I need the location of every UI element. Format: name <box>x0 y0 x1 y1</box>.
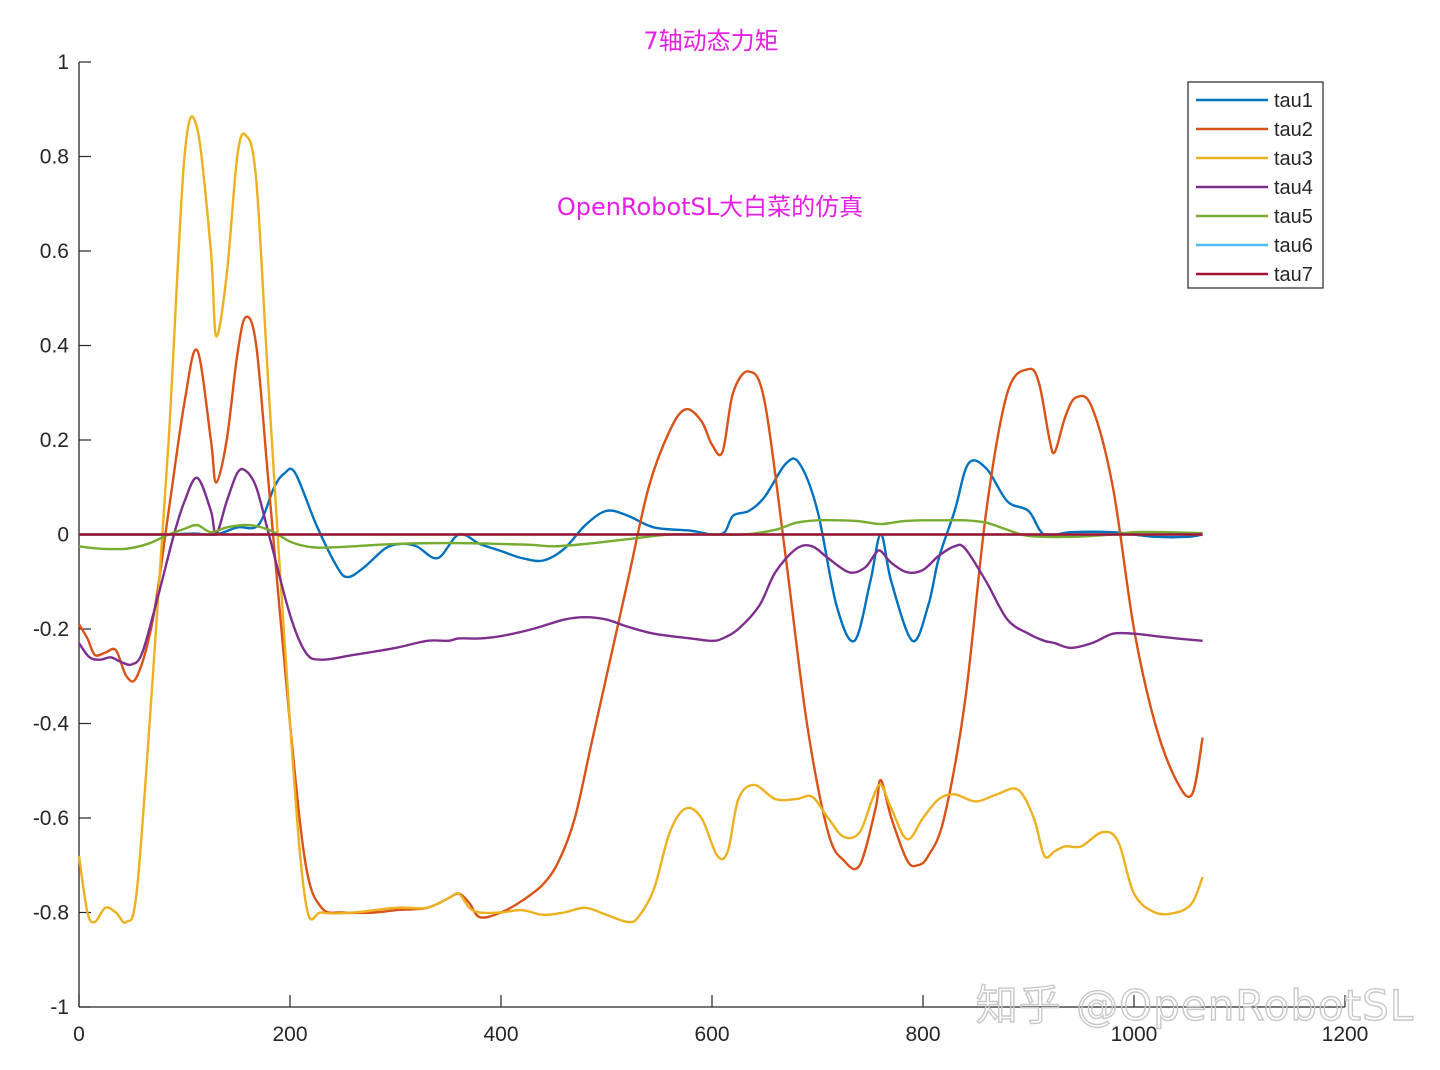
watermark-text: 知乎 @OpenRobotSL <box>976 981 1414 1030</box>
legend-entry-tau2[interactable]: tau2 <box>1196 119 1313 141</box>
y-tick-label: 0.2 <box>40 429 69 452</box>
series-line-tau3 <box>77 115 1204 924</box>
y-tick-label: -0.6 <box>33 807 69 830</box>
legend-label: tau3 <box>1274 148 1313 170</box>
x-tick-label: 400 <box>483 1023 518 1046</box>
y-tick-label: 0.6 <box>40 240 69 263</box>
legend-box <box>1187 81 1324 289</box>
series-line-tau5 <box>78 518 1203 551</box>
legend-entry-tau7[interactable]: tau7 <box>1196 264 1313 286</box>
y-tick-label: -1 <box>50 996 69 1019</box>
legend-label: tau4 <box>1274 177 1313 199</box>
legend-label: tau1 <box>1274 90 1313 112</box>
series-lines <box>77 115 1204 924</box>
legend-entry-tau5[interactable]: tau5 <box>1196 206 1313 228</box>
x-tick-label: 1000 <box>1111 1023 1158 1046</box>
series-line-tau4 <box>78 467 1203 667</box>
y-tick-label: -0.4 <box>33 713 70 736</box>
legend-entry-tau6[interactable]: tau6 <box>1196 235 1313 257</box>
chart-title: 7轴动态力矩 <box>643 27 778 55</box>
legend-entry-tau4[interactable]: tau4 <box>1196 177 1313 199</box>
chart-annotation: OpenRobotSL大白菜的仿真 <box>557 193 863 221</box>
y-tick-label: 0 <box>57 524 69 547</box>
legend-label: tau2 <box>1274 119 1313 141</box>
y-tick-label: 1 <box>57 51 69 74</box>
legend-entry-tau1[interactable]: tau1 <box>1196 90 1313 112</box>
y-tick-label: 0.4 <box>40 335 70 358</box>
y-tick-label: -0.2 <box>33 618 69 641</box>
x-tick-label: 1200 <box>1322 1023 1369 1046</box>
x-tick-label: 200 <box>272 1023 307 1046</box>
y-tick-label: 0.8 <box>40 146 69 169</box>
legend-label: tau7 <box>1274 264 1313 286</box>
legend-label: tau6 <box>1274 235 1313 257</box>
series-line-tau2 <box>77 315 1204 919</box>
legend[interactable]: tau1 tau2 tau3 tau4 tau5 tau6 tau7 <box>1187 81 1324 289</box>
axis-ticks: 0 200 400 600 800 1000 1200 -1 -0.8 -0.6 -0.4 -0.2 0… <box>33 51 1369 1046</box>
x-tick-label: 0 <box>73 1023 85 1046</box>
x-tick-label: 800 <box>905 1023 940 1046</box>
y-tick-label: -0.8 <box>33 902 69 925</box>
x-tick-label: 600 <box>694 1023 729 1046</box>
series-line-tau1 <box>79 457 1203 643</box>
legend-label: tau5 <box>1274 206 1313 228</box>
legend-entry-tau3[interactable]: tau3 <box>1196 148 1313 170</box>
